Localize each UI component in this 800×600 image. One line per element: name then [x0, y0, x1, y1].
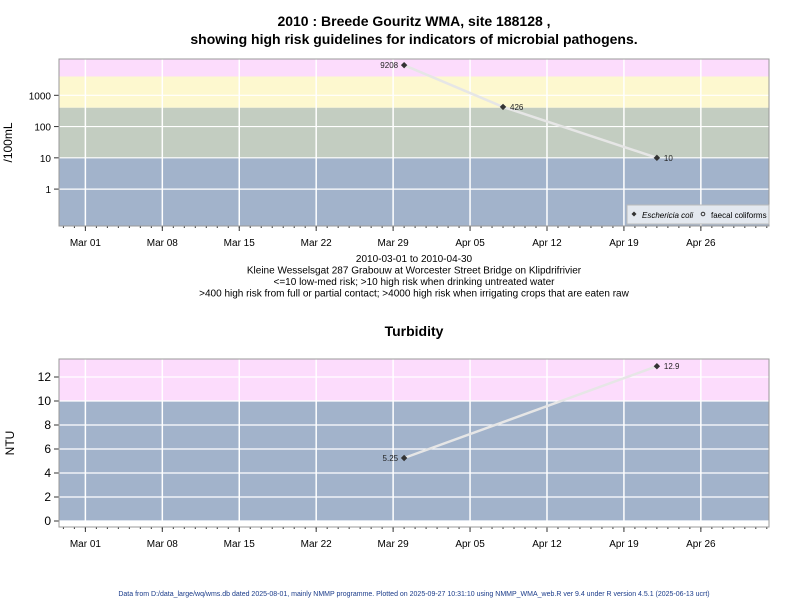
y-tick-label: 10: [38, 394, 52, 408]
legend-entry: faecal coliforms: [711, 211, 767, 220]
x-tick-label: Mar 08: [147, 238, 179, 249]
chart-title-line1: 2010 : Breede Gouritz WMA, site 188128 ,: [277, 13, 550, 29]
data-label: 426: [510, 103, 524, 112]
plot-frame: [58, 58, 770, 227]
y-tick-label: 2: [44, 490, 51, 504]
chart-title-line2: showing high risk guidelines for indicat…: [190, 31, 637, 47]
data-label: 9208: [380, 61, 398, 70]
x-tick-label: Mar 29: [378, 238, 410, 249]
footer-note: Data from D:/data_large/wq/wms.db dated …: [118, 591, 709, 598]
x-tick-label: Mar 15: [224, 238, 256, 249]
x-tick-label: Apr 19: [609, 539, 639, 550]
chart-panel-0: 1 10 100 1000 Mar 01 Mar 08 Mar 15 Mar 22 Mar 29…: [1, 58, 770, 249]
x-tick-label: Mar 08: [147, 539, 179, 550]
data-label: 10: [664, 154, 673, 163]
risk-band: [59, 107, 769, 158]
legend-marker-filled-icon: [631, 211, 637, 217]
y-axis-label: /100mL: [1, 122, 15, 162]
risk-band: [59, 76, 769, 108]
y-tick-label: 10: [40, 154, 52, 165]
y-tick-label: 1: [45, 185, 51, 196]
plot-frame: [58, 358, 770, 528]
y-tick-label: 6: [44, 442, 51, 456]
x-tick-label: Mar 22: [301, 539, 333, 550]
y-tick-label: 12: [38, 370, 52, 384]
data-point: [653, 154, 661, 162]
x-tick-label: Apr 05: [455, 238, 485, 249]
risk-band: [59, 59, 769, 77]
y-tick-label: 1000: [29, 91, 52, 102]
chart-title-turbidity: Turbidity: [385, 323, 444, 339]
risk-band: [59, 401, 769, 521]
y-tick-label: 8: [44, 418, 51, 432]
caption-line: >400 high risk from full or partial cont…: [199, 289, 629, 300]
legend: Eschericia coli faecal coliforms: [626, 204, 770, 225]
legend-entry: Eschericia coli: [642, 211, 693, 220]
y-tick-label: 4: [44, 466, 51, 480]
caption-line: <=10 low-med risk; >10 high risk when dr…: [274, 277, 556, 288]
x-tick-label: Apr 05: [455, 539, 485, 550]
data-label: 5.25: [383, 454, 399, 463]
x-tick-label: Apr 12: [532, 238, 562, 249]
data-point: [653, 363, 661, 370]
x-tick-label: Apr 26: [686, 238, 716, 249]
x-tick-label: Mar 22: [301, 238, 333, 249]
x-tick-label: Apr 19: [609, 238, 639, 249]
data-point: [400, 454, 408, 462]
caption-line: Kleine Wesselsgat 287 Grabouw at Worcest…: [247, 266, 582, 277]
x-tick-label: Mar 01: [70, 539, 102, 550]
y-tick-label: 0: [44, 514, 51, 528]
risk-band: [59, 359, 769, 401]
series-line: [403, 365, 658, 460]
y-axis-label: NTU: [3, 431, 17, 456]
x-tick-label: Apr 12: [532, 539, 562, 550]
legend-marker-open-icon: [700, 211, 706, 217]
data-point: [499, 103, 507, 111]
caption-line: 2010-03-01 to 2010-04-30: [356, 254, 473, 265]
x-tick-label: Apr 26: [686, 539, 716, 550]
legend-box: [626, 204, 770, 225]
x-tick-label: Mar 29: [378, 539, 410, 550]
data-point: [400, 61, 408, 69]
data-label: 12.9: [664, 362, 680, 371]
y-tick-label: 100: [34, 123, 51, 134]
x-tick-label: Mar 15: [224, 539, 256, 550]
x-tick-label: Mar 01: [70, 238, 102, 249]
chart-panel-1: 0 2 4 6 8 10 12 Mar 01 Mar 08 Mar 15 Mar 22 Mar 29 A…: [3, 358, 770, 550]
